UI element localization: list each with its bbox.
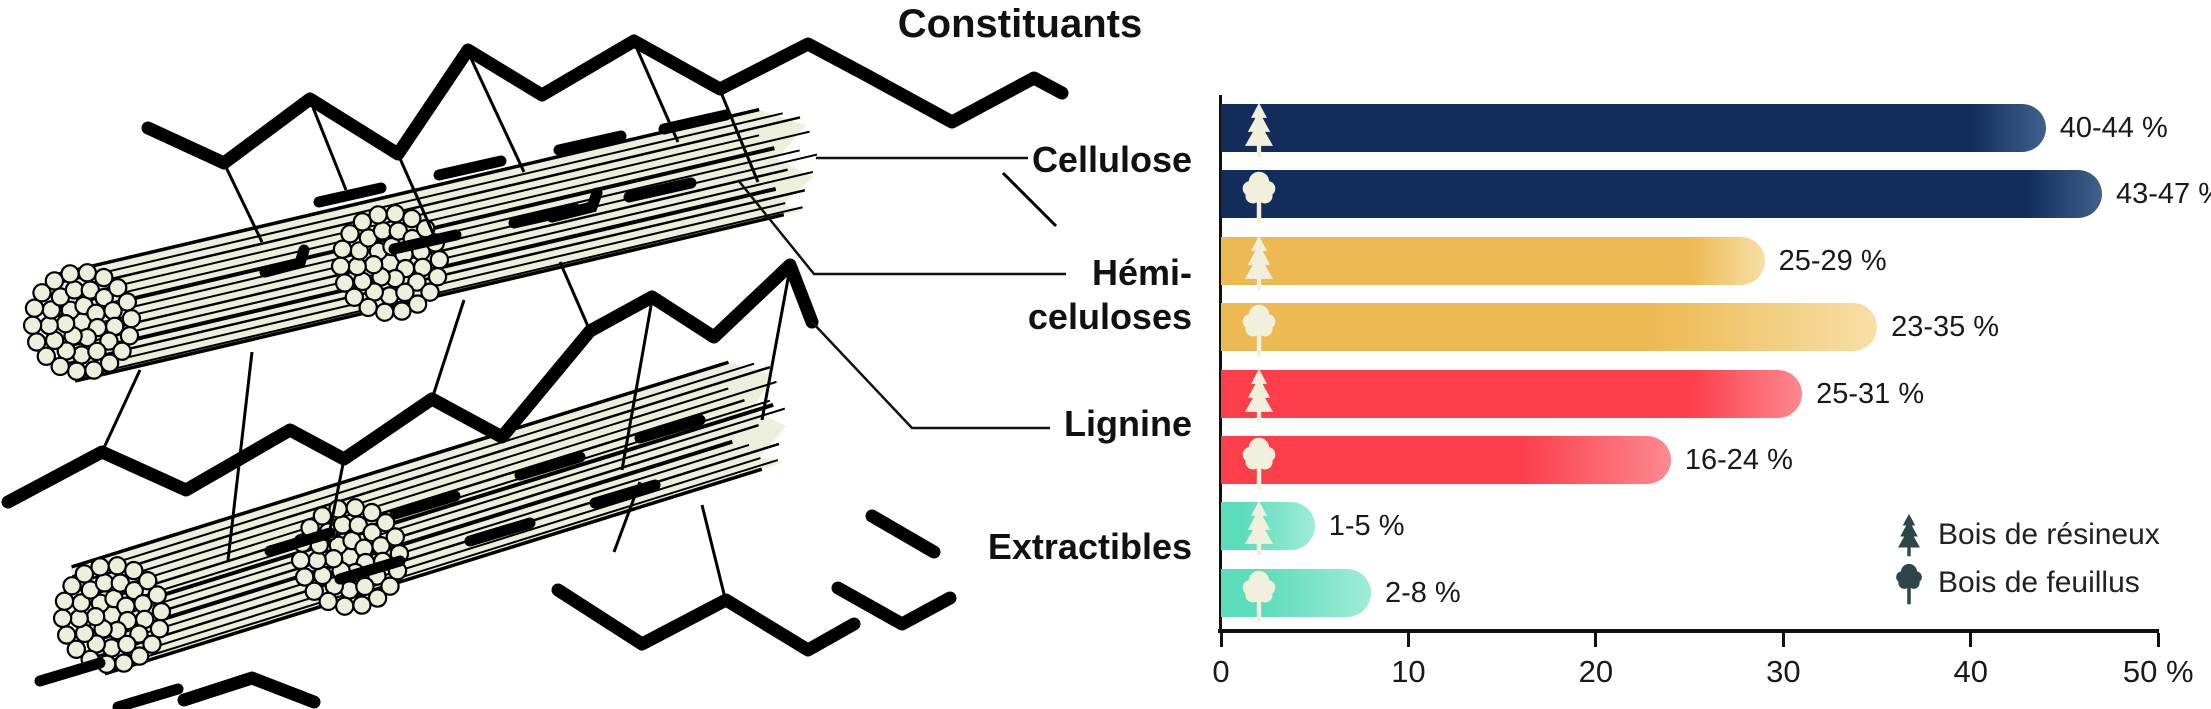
x-axis-tick — [1969, 633, 1973, 647]
top-microfibril-bundle — [48, 107, 818, 383]
x-axis-tick — [1781, 633, 1785, 647]
deciduous-tree-icon — [1239, 168, 1279, 224]
bar-hemicelluloses-feuillus — [1221, 303, 1878, 352]
fibril-cross-section-clusters — [22, 204, 450, 674]
legend-row-feuillus: Bois de feuillus — [1894, 560, 2140, 606]
label-extractibles: Extractibles — [987, 526, 1192, 567]
label-cellulose: Cellulose — [1031, 139, 1192, 180]
x-axis-tick-label: 40 — [1953, 654, 1989, 689]
legend-label-resineux: Bois de résineux — [1938, 518, 2160, 551]
deciduous-tree-icon — [1239, 301, 1279, 357]
x-axis-tick — [1594, 633, 1598, 647]
conifer-tree-icon — [1894, 513, 1924, 557]
label-hemicelluloses: Hémi- celuloses — [1027, 252, 1192, 337]
bar-hemicelluloses-resineux — [1221, 236, 1765, 285]
chart-title: Constituants — [897, 2, 1143, 46]
deciduous-tree-icon — [1894, 561, 1924, 605]
label-lignine: Lignine — [1064, 403, 1192, 444]
bar-value-label: 25-29 % — [1778, 244, 1887, 277]
bar-lignine-resineux — [1221, 369, 1803, 418]
conifer-tree-icon — [1239, 102, 1279, 158]
bar-value-label: 23-35 % — [1891, 311, 2000, 344]
deciduous-tree-icon — [1239, 434, 1279, 490]
y-axis-line — [1219, 95, 1222, 632]
x-axis-tick-label: 20 — [1578, 654, 1614, 689]
bar-lignine-feuillus — [1221, 436, 1671, 484]
surface-dashes — [34, 109, 732, 709]
x-axis-tick-label: 10 — [1391, 654, 1426, 689]
x-axis-tick — [2156, 633, 2160, 647]
bar-value-label: 25-31 % — [1816, 377, 1925, 410]
x-axis-tick-label: 30 — [1766, 654, 1801, 689]
conifer-tree-icon — [1239, 500, 1279, 556]
x-axis-line — [1218, 629, 2159, 633]
bar-cellulose-feuillus — [1221, 170, 2102, 219]
wood-structure-illustration — [1, 34, 1069, 709]
bar-value-label: 1-5 % — [1328, 510, 1405, 543]
bar-value-label: 43-47 % — [2116, 178, 2211, 211]
bar-cellulose-resineux — [1221, 104, 2046, 152]
legend-label-feuillus: Bois de feuillus — [1938, 566, 2140, 599]
x-axis-tick — [1219, 633, 1223, 647]
legend-row-resineux: Bois de résineux — [1894, 512, 2160, 558]
bar-value-label: 16-24 % — [1684, 444, 1793, 476]
x-axis-tick — [1406, 633, 1410, 647]
conifer-tree-icon — [1239, 235, 1279, 291]
deciduous-tree-icon — [1239, 567, 1279, 623]
conifer-tree-icon — [1239, 368, 1279, 424]
bar-value-label: 2-8 % — [1384, 576, 1461, 609]
bar-value-label: 40-44 % — [2059, 112, 2168, 144]
x-axis-tick-label: 0 — [1212, 654, 1230, 689]
x-axis-tick-label: 50 % — [2122, 654, 2194, 689]
bottom-microfibril-bundle — [69, 360, 787, 676]
